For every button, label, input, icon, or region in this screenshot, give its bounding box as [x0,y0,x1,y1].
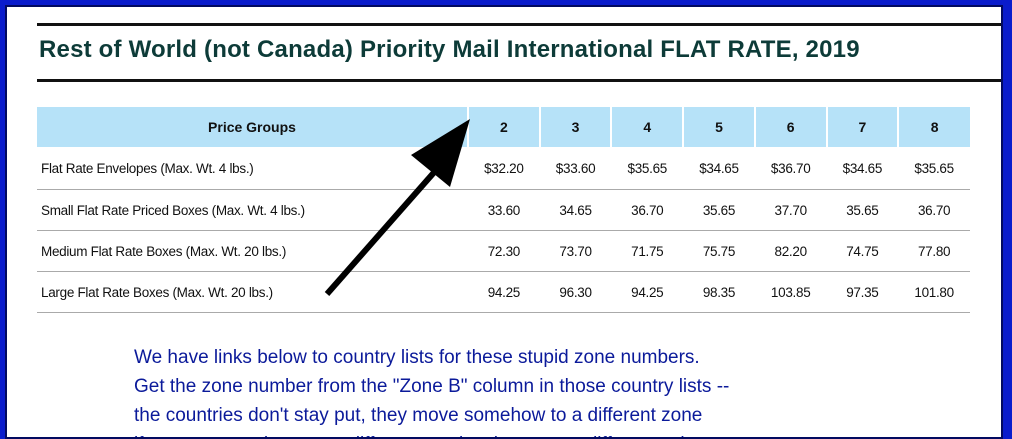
price-cell: $34.65 [826,147,899,190]
col-header: 7 [825,107,899,147]
row-label: Large Flat Rate Boxes (Max. Wt. 20 lbs.) [37,271,468,313]
price-cell: 96.30 [539,271,612,313]
table-row: Small Flat Rate Priced Boxes (Max. Wt. 4… [37,189,970,231]
col-header: 8 [897,107,970,147]
price-cell: 74.75 [826,230,899,272]
price-cell: 94.25 [468,271,540,313]
price-cell: 34.65 [539,189,612,231]
document-frame: Rest of World (not Canada) Priority Mail… [5,5,1003,439]
price-cell: 73.70 [539,230,612,272]
price-cell: 82.20 [754,230,827,272]
rate-table: Price Groups 2 3 4 5 6 7 8 Flat Rate Env… [37,107,970,313]
price-cell: 103.85 [754,271,827,313]
col-header: 5 [682,107,755,147]
price-cell: 72.30 [468,230,540,272]
price-cell: $35.65 [611,147,684,190]
price-cell: 94.25 [611,271,684,313]
note-line: if you try to go there on a different se… [134,430,729,437]
price-cell: 36.70 [898,189,970,231]
title-rule [37,79,1001,82]
note-text: We have links below to country lists for… [134,343,730,437]
price-cell: 75.75 [683,230,755,272]
price-cell: $35.65 [898,147,970,190]
row-label: Medium Flat Rate Boxes (Max. Wt. 20 lbs.… [37,230,468,272]
price-cell: 101.80 [898,271,970,313]
price-cell: 35.65 [826,189,899,231]
price-cell: $36.70 [754,147,827,190]
note-line: Get the zone number from the "Zone B" co… [134,376,730,397]
price-cell: $33.60 [539,147,612,190]
price-cell: 36.70 [611,189,684,231]
price-cell: 35.65 [683,189,755,231]
price-cell: 98.35 [683,271,755,313]
price-cell: $32.20 [468,147,540,190]
page-title: Rest of World (not Canada) Priority Mail… [39,36,860,63]
table-row: Large Flat Rate Boxes (Max. Wt. 20 lbs.)… [37,271,970,313]
table-row: Medium Flat Rate Boxes (Max. Wt. 20 lbs.… [37,230,970,272]
price-cell: 37.70 [754,189,827,231]
price-cell: 33.60 [468,189,540,231]
row-label: Flat Rate Envelopes (Max. Wt. 4 lbs.) [37,147,468,190]
arrow-up-right-icon [324,119,470,296]
price-cell: 71.75 [611,230,684,272]
table-row: Flat Rate Envelopes (Max. Wt. 4 lbs.) $32… [37,147,970,190]
price-cell: 77.80 [898,230,970,272]
price-cell: $34.65 [683,147,755,190]
header-row: Price Groups 2 3 4 5 6 7 8 [37,107,970,147]
top-rule [37,23,1001,26]
col-header: Price Groups [37,107,468,147]
col-header: 2 [467,107,540,147]
note-line: We have links below to country lists for… [134,347,700,368]
row-label: Small Flat Rate Priced Boxes (Max. Wt. 4… [37,189,468,231]
col-header: 3 [538,107,612,147]
col-header: 4 [610,107,684,147]
price-cell: 97.35 [826,271,899,313]
note-line: the countries don't stay put, they move … [134,405,703,426]
col-header: 6 [753,107,827,147]
